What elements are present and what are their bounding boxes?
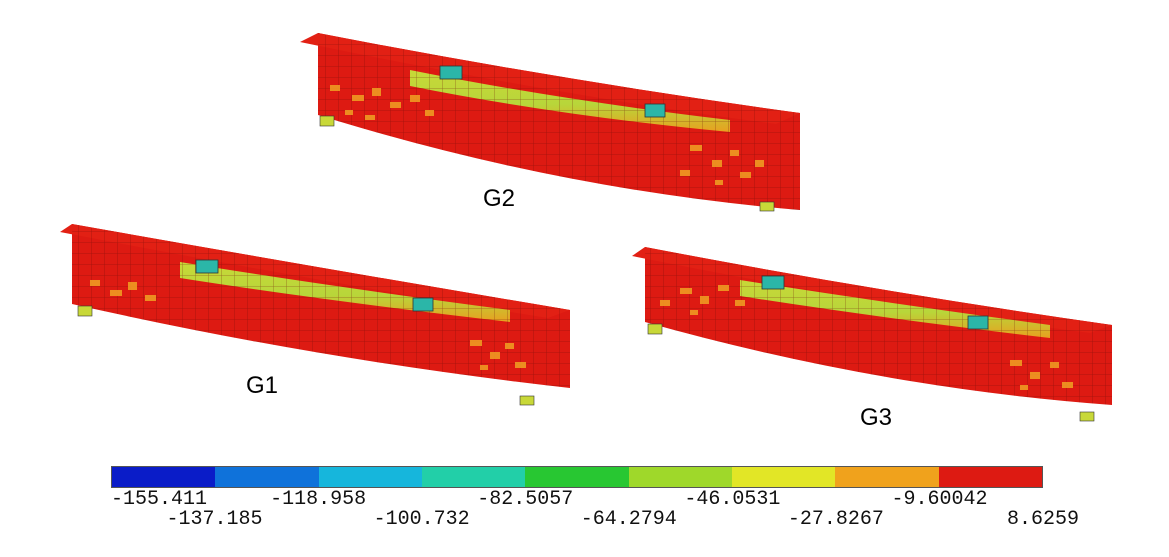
- beam-g2-crack-zone-right: [680, 145, 764, 185]
- beam-g1-support-right: [519, 395, 535, 406]
- legend-tick-label-lower: -137.185: [166, 508, 263, 531]
- beam-g2-crack-zone-left: [330, 85, 434, 120]
- legend-tick-label-upper: -155.411: [111, 488, 208, 511]
- beam-g3-support-left: [647, 323, 663, 335]
- beam-g2-support-left: [319, 115, 335, 127]
- legend-tick-label-lower: -27.8267: [787, 508, 884, 531]
- legend-swatch-4: [421, 467, 526, 487]
- legend-tick-label-upper: -9.60042: [891, 488, 988, 511]
- legend-swatch-8: [835, 467, 939, 487]
- beam-g3-load-plate-right: [967, 315, 989, 330]
- beam-g2-load-plate-left: [439, 65, 463, 80]
- beam-g1-load-plate-right: [412, 297, 434, 312]
- beam-g3-support-right: [1079, 411, 1095, 422]
- contour-legend-bar: [111, 466, 1043, 488]
- beam-g3: [632, 247, 1112, 422]
- legend-swatch-2: [215, 467, 319, 487]
- beam-g1-crack-zone-left: [90, 280, 156, 301]
- legend-swatch-1: [112, 467, 216, 487]
- beam-g2-support-right: [759, 201, 775, 212]
- legend-swatch-5: [525, 467, 629, 487]
- legend-swatch-7: [731, 467, 836, 487]
- legend-tick-label-upper: -82.5057: [477, 488, 574, 511]
- legend-tick-label-upper: -118.958: [270, 488, 367, 511]
- beam-g1: [60, 224, 570, 406]
- legend-tick-label-lower: 8.6259: [1007, 508, 1080, 531]
- beam-g3-crack-zone-right: [1010, 360, 1073, 390]
- legend-tick-label-lower: -100.732: [373, 508, 470, 531]
- legend-swatch-3: [318, 467, 422, 487]
- beam-g3-load-plate-left: [761, 275, 785, 290]
- legend-tick-label-upper: -46.0531: [684, 488, 781, 511]
- beam-label-g3: G3: [860, 404, 893, 431]
- beam-g1-support-left: [77, 305, 93, 317]
- beam-g3-crack-zone-left: [660, 285, 745, 315]
- legend-swatch-6: [628, 467, 732, 487]
- legend-swatch-9: [938, 467, 1042, 487]
- beam-g2: [300, 33, 800, 212]
- beam-g1-crack-zone-right: [470, 340, 526, 370]
- beam-g2-load-plate-right: [644, 103, 666, 118]
- beam-label-g1: G1: [246, 372, 279, 399]
- beam-g1-load-plate-left: [195, 259, 219, 274]
- legend-tick-label-lower: -64.2794: [580, 508, 677, 531]
- beam-label-g2: G2: [483, 185, 516, 212]
